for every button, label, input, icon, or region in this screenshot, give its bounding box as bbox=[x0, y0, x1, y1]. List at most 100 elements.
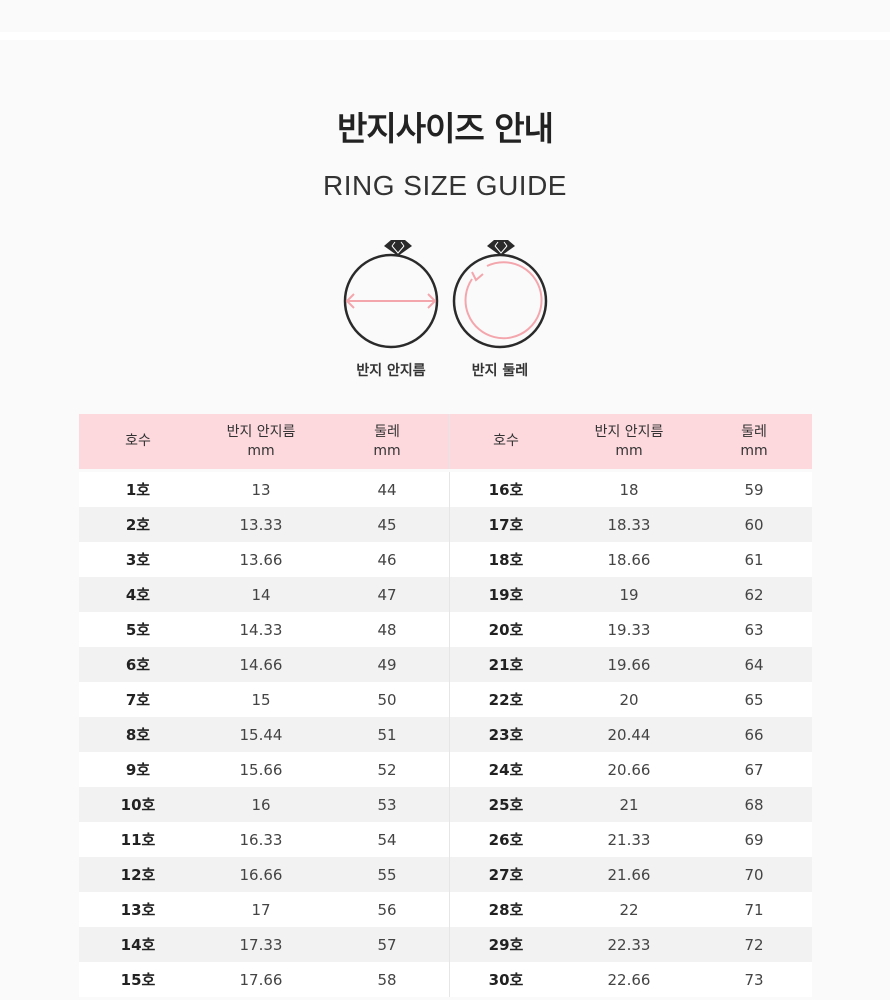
diameter-cell: 22.33 bbox=[562, 927, 696, 962]
circumference-cell: 70 bbox=[696, 857, 812, 892]
diameter-cell: 20.44 bbox=[562, 717, 696, 752]
table-row: 26호 21.33 69 bbox=[449, 822, 812, 857]
diameter-cell: 21 bbox=[562, 787, 696, 822]
table-row: 1호 13 44 bbox=[79, 469, 449, 507]
diameter-cell: 16 bbox=[197, 787, 325, 822]
size-cell: 30호 bbox=[449, 962, 562, 997]
size-cell: 12호 bbox=[79, 857, 197, 892]
size-cell: 15호 bbox=[79, 962, 197, 997]
table-row: 30호 22.66 73 bbox=[449, 962, 812, 997]
table-row: 19호 19 62 bbox=[449, 577, 812, 612]
size-cell: 9호 bbox=[79, 752, 197, 787]
circumference-cell: 71 bbox=[696, 892, 812, 927]
table-row: 8호 15.44 51 bbox=[79, 717, 449, 752]
col-size: 호수 bbox=[79, 414, 197, 471]
table-row: 17호 18.33 60 bbox=[449, 507, 812, 542]
size-cell: 7호 bbox=[79, 682, 197, 717]
table-row: 22호 20 65 bbox=[449, 682, 812, 717]
table-row: 20호 19.33 63 bbox=[449, 612, 812, 647]
size-cell: 27호 bbox=[449, 857, 562, 892]
size-cell: 22호 bbox=[449, 682, 562, 717]
diameter-cell: 18 bbox=[562, 469, 696, 507]
size-table-left: 호수 반지 안지름 mm 둘레 mm 1호 13 44 2호 13.33 45 3호 13.66 4… bbox=[79, 414, 449, 997]
circumference-cell: 60 bbox=[696, 507, 812, 542]
diameter-cell: 18.33 bbox=[562, 507, 696, 542]
ring-illustrations: 반지 안지름 반지 둘레 bbox=[340, 236, 550, 386]
size-cell: 3호 bbox=[79, 542, 197, 577]
diameter-cell: 16.33 bbox=[197, 822, 325, 857]
circumference-cell: 54 bbox=[325, 822, 449, 857]
size-cell: 6호 bbox=[79, 647, 197, 682]
col-diameter: 반지 안지름 mm bbox=[562, 414, 696, 471]
circumference-cell: 49 bbox=[325, 647, 449, 682]
circumference-cell: 57 bbox=[325, 927, 449, 962]
size-cell: 2호 bbox=[79, 507, 197, 542]
circumference-cell: 59 bbox=[696, 469, 812, 507]
size-cell: 20호 bbox=[449, 612, 562, 647]
size-cell: 8호 bbox=[79, 717, 197, 752]
diameter-cell: 17.33 bbox=[197, 927, 325, 962]
table-row: 27호 21.66 70 bbox=[449, 857, 812, 892]
diameter-cell: 13 bbox=[197, 469, 325, 507]
circumference-cell: 69 bbox=[696, 822, 812, 857]
diameter-cell: 17.66 bbox=[197, 962, 325, 997]
size-cell: 19호 bbox=[449, 577, 562, 612]
page-subtitle: RING SIZE GUIDE bbox=[323, 170, 567, 201]
page-title: 반지사이즈 안내 bbox=[336, 109, 554, 148]
diameter-cell: 16.66 bbox=[197, 857, 325, 892]
diameter-cell: 22 bbox=[562, 892, 696, 927]
circumference-cell: 44 bbox=[325, 469, 449, 507]
diameter-cell: 13.66 bbox=[197, 542, 325, 577]
table-row: 14호 17.33 57 bbox=[79, 927, 449, 962]
table-row: 16호 18 59 bbox=[449, 469, 812, 507]
table-row: 10호 16 53 bbox=[79, 787, 449, 822]
table-row: 3호 13.66 46 bbox=[79, 542, 449, 577]
circumference-cell: 61 bbox=[696, 542, 812, 577]
circumference-cell: 65 bbox=[696, 682, 812, 717]
ring-size-table: 호수 반지 안지름 mm 둘레 mm 1호 13 44 2호 13.33 45 3호 13.66 4… bbox=[79, 414, 812, 997]
table-row: 4호 14 47 bbox=[79, 577, 449, 612]
diameter-cell: 14 bbox=[197, 577, 325, 612]
size-cell: 28호 bbox=[449, 892, 562, 927]
col-circumference: 둘레 mm bbox=[325, 414, 449, 471]
circumference-cell: 50 bbox=[325, 682, 449, 717]
table-row: 24호 20.66 67 bbox=[449, 752, 812, 787]
col-size: 호수 bbox=[449, 414, 562, 471]
diameter-label: 반지 안지름 bbox=[356, 363, 426, 379]
circumference-cell: 63 bbox=[696, 612, 812, 647]
diameter-cell: 19.66 bbox=[562, 647, 696, 682]
table-row: 15호 17.66 58 bbox=[79, 962, 449, 997]
table-row: 12호 16.66 55 bbox=[79, 857, 449, 892]
table-row: 29호 22.33 72 bbox=[449, 927, 812, 962]
col-circumference: 둘레 mm bbox=[696, 414, 812, 471]
table-row: 6호 14.66 49 bbox=[79, 647, 449, 682]
ring-circumference-icon bbox=[452, 240, 548, 349]
circumference-cell: 73 bbox=[696, 962, 812, 997]
table-row: 9호 15.66 52 bbox=[79, 752, 449, 787]
diameter-cell: 15.66 bbox=[197, 752, 325, 787]
circumference-cell: 64 bbox=[696, 647, 812, 682]
size-cell: 1호 bbox=[79, 469, 197, 507]
size-cell: 24호 bbox=[449, 752, 562, 787]
diameter-cell: 21.33 bbox=[562, 822, 696, 857]
diameter-cell: 15.44 bbox=[197, 717, 325, 752]
size-cell: 29호 bbox=[449, 927, 562, 962]
size-cell: 21호 bbox=[449, 647, 562, 682]
circumference-cell: 53 bbox=[325, 787, 449, 822]
col-diameter: 반지 안지름 mm bbox=[197, 414, 325, 471]
circumference-cell: 72 bbox=[696, 927, 812, 962]
circumference-cell: 56 bbox=[325, 892, 449, 927]
diameter-cell: 19.33 bbox=[562, 612, 696, 647]
circumference-label: 반지 둘레 bbox=[471, 363, 529, 379]
size-cell: 14호 bbox=[79, 927, 197, 962]
circumference-cell: 46 bbox=[325, 542, 449, 577]
size-cell: 5호 bbox=[79, 612, 197, 647]
circumference-cell: 62 bbox=[696, 577, 812, 612]
size-cell: 4호 bbox=[79, 577, 197, 612]
table-row: 11호 16.33 54 bbox=[79, 822, 449, 857]
table-row: 21호 19.66 64 bbox=[449, 647, 812, 682]
diameter-cell: 13.33 bbox=[197, 507, 325, 542]
size-cell: 23호 bbox=[449, 717, 562, 752]
circumference-cell: 47 bbox=[325, 577, 449, 612]
diameter-cell: 14.66 bbox=[197, 647, 325, 682]
